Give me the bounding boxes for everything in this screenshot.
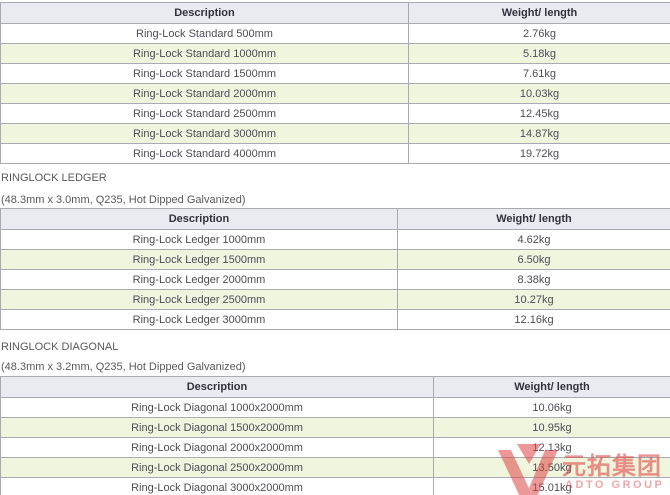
column-header-weight: Weight/ length [433,376,670,398]
section-title-ledger: RINGLOCK LEDGER [1,172,107,184]
section-title-diagonal: RINGLOCK DIAGONAL [1,341,119,353]
column-header-description: Description [0,2,409,24]
table-row: Ring-Lock Standard 4000mm 19.72kg [0,143,670,164]
table-row: Ring-Lock Diagonal 2000x2000mm 12.13kg [0,437,670,458]
weight-cell: 10.27kg [397,289,670,310]
weight-cell: 14.87kg [408,123,670,144]
table-header-row: Description Weight/ length [0,376,670,398]
table-row: Ring-Lock Standard 3000mm 14.87kg [0,123,670,144]
table-row: Ring-Lock Ledger 2500mm 10.27kg [0,289,670,310]
description-cell: Ring-Lock Standard 1000mm [0,43,409,64]
column-header-description: Description [0,376,434,398]
table-row: Ring-Lock Diagonal 3000x2000mm 15.01kg [0,477,670,495]
weight-cell: 2.76kg [408,23,670,44]
table-header-row: Description Weight/ length [0,2,670,24]
description-cell: Ring-Lock Standard 4000mm [0,143,409,164]
description-cell: Ring-Lock Ledger 3000mm [0,309,398,330]
table-row: Ring-Lock Diagonal 1000x2000mm 10.06kg [0,397,670,418]
weight-cell: 4.62kg [397,229,670,250]
description-cell: Ring-Lock Standard 2500mm [0,103,409,124]
spec-table-standard: Description Weight/ length Ring-Lock Sta… [0,2,670,164]
description-cell: Ring-Lock Ledger 2500mm [0,289,398,310]
column-header-weight: Weight/ length [408,2,670,24]
weight-cell: 6.50kg [397,249,670,270]
weight-cell: 10.06kg [433,397,670,418]
section-subtitle-ledger: (48.3mm x 3.0mm, Q235, Hot Dipped Galvan… [1,194,246,206]
table-row: Ring-Lock Standard 2500mm 12.45kg [0,103,670,124]
description-cell: Ring-Lock Ledger 1500mm [0,249,398,270]
description-cell: Ring-Lock Ledger 1000mm [0,229,398,250]
weight-cell: 8.38kg [397,269,670,290]
table-row: Ring-Lock Ledger 1000mm 4.62kg [0,229,670,250]
description-cell: Ring-Lock Diagonal 1500x2000mm [0,417,434,438]
weight-cell: 13.50kg [433,457,670,478]
section-subtitle-diagonal: (48.3mm x 3.2mm, Q235, Hot Dipped Galvan… [1,361,246,373]
table-row: Ring-Lock Standard 2000mm 10.03kg [0,83,670,104]
table-header-row: Description Weight/ length [0,208,670,230]
weight-cell: 10.95kg [433,417,670,438]
column-header-weight: Weight/ length [397,208,670,230]
table-row: Ring-Lock Ledger 1500mm 6.50kg [0,249,670,270]
weight-cell: 12.16kg [397,309,670,330]
weight-cell: 10.03kg [408,83,670,104]
table-row: Ring-Lock Standard 1500mm 7.61kg [0,63,670,84]
description-cell: Ring-Lock Ledger 2000mm [0,269,398,290]
description-cell: Ring-Lock Standard 3000mm [0,123,409,144]
description-cell: Ring-Lock Diagonal 3000x2000mm [0,477,434,495]
weight-cell: 12.13kg [433,437,670,458]
weight-cell: 19.72kg [408,143,670,164]
weight-cell: 15.01kg [433,477,670,495]
column-header-description: Description [0,208,398,230]
spec-table-ledger: Description Weight/ length Ring-Lock Led… [0,208,670,330]
description-cell: Ring-Lock Standard 500mm [0,23,409,44]
description-cell: Ring-Lock Diagonal 2000x2000mm [0,437,434,458]
description-cell: Ring-Lock Diagonal 1000x2000mm [0,397,434,418]
description-cell: Ring-Lock Standard 1500mm [0,63,409,84]
weight-cell: 5.18kg [408,43,670,64]
table-row: Ring-Lock Diagonal 1500x2000mm 10.95kg [0,417,670,438]
description-cell: Ring-Lock Standard 2000mm [0,83,409,104]
table-row: Ring-Lock Standard 500mm 2.76kg [0,23,670,44]
table-row: Ring-Lock Ledger 2000mm 8.38kg [0,269,670,290]
table-row: Ring-Lock Ledger 3000mm 12.16kg [0,309,670,330]
table-row: Ring-Lock Diagonal 2500x2000mm 13.50kg [0,457,670,478]
weight-cell: 7.61kg [408,63,670,84]
table-row: Ring-Lock Standard 1000mm 5.18kg [0,43,670,64]
weight-cell: 12.45kg [408,103,670,124]
description-cell: Ring-Lock Diagonal 2500x2000mm [0,457,434,478]
spec-table-diagonal: Description Weight/ length Ring-Lock Dia… [0,376,670,495]
